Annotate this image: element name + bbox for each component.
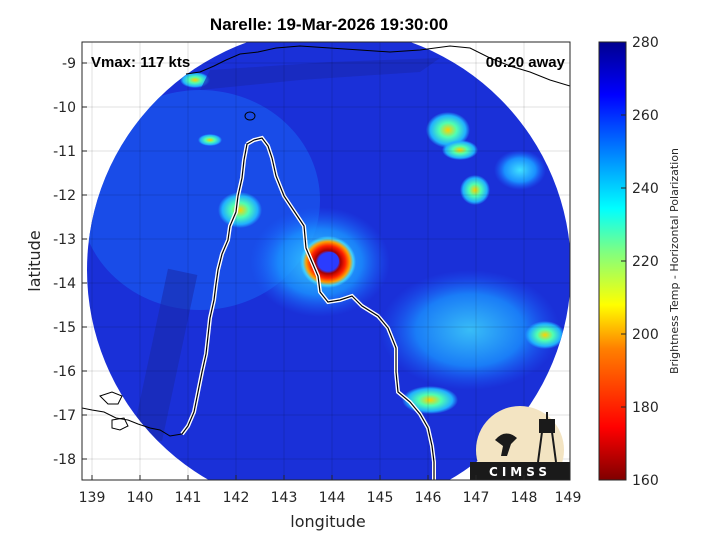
x-tick-labels: 139 140 141 142 143 144 145 146 147 148 … [79,490,582,506]
coastline-gulf-island [99,391,123,405]
coastline-gulf-sw [82,407,183,437]
logo-dish-icon [495,433,517,456]
colorbar: 160 180 200 220 240 260 280 Brightness T… [598,35,681,489]
x-tick-label: 147 [463,490,490,506]
cloud-cell-west-1 [218,192,262,228]
y-tick-label: -9 [62,56,76,72]
coastline-gulf-island-2 [111,417,129,431]
x-tick-label: 148 [511,490,538,506]
y-tick-label: -10 [53,100,76,116]
x-tick-label: 139 [79,490,106,506]
y-axis-label: latitude [25,230,44,291]
logo-banner [470,462,570,480]
y-tick-label: -15 [53,320,76,336]
coastline-cape-york-outline [181,137,435,480]
coastline-new-guinea [185,45,570,87]
plot-frame [81,41,571,481]
island-small [244,111,256,121]
logo-text: CIMSS [489,465,551,479]
y-tick-label: -12 [53,188,76,204]
x-tick-label: 145 [367,490,394,506]
colorbar-tick-label: 160 [632,473,659,489]
colorbar-tick-label: 200 [632,327,659,343]
tick-marks [82,62,571,480]
cloud-cell-east-2 [442,140,478,160]
cloud-cell-east-1 [426,112,470,148]
y-tick-label: -16 [53,364,76,380]
y-tick-label: -17 [53,408,76,424]
time-away-label: 00:20 away [486,54,566,71]
colorbar-tick-label: 280 [632,35,659,51]
colorbar-tick-label: 260 [632,108,659,124]
vmax-label: Vmax: 117 kts [91,54,190,71]
cloud-cell-se-2 [525,321,565,349]
cyclone-eye [321,252,339,270]
cloud-cell-nw [180,72,210,88]
colorbar-ticks [621,41,626,481]
colorbar-tick-label: 240 [632,181,659,197]
colorbar-label: Brightness Temp - Horizontal Polarizatio… [668,148,681,374]
x-tick-label: 144 [319,490,346,506]
coastlines [82,45,570,480]
y-tick-label: -11 [53,144,76,160]
y-tick-labels: -9 -10 -11 -12 -13 -14 -15 -16 -17 -18 [53,56,76,468]
figure-title: Narelle: 19-Mar-2026 19:30:00 [210,15,448,34]
y-tick-label: -13 [53,232,76,248]
x-axis-label: longitude [290,512,365,531]
x-tick-label: 141 [175,490,202,506]
cloud-region-south [380,270,560,390]
y-tick-label: -14 [53,276,76,292]
logo-water-tower-icon [537,412,557,463]
cloud-streak-north [200,58,440,90]
cloud-cell-east-4 [460,175,490,205]
colorbar-tick-label: 220 [632,254,659,270]
cloud-cell-west-2 [198,134,222,146]
colorbar-tick-label: 180 [632,400,659,416]
x-tick-label: 143 [271,490,298,506]
x-tick-label: 149 [555,490,582,506]
cloud-cell-east-3 [494,150,546,190]
x-tick-label: 142 [223,490,250,506]
plot-area: CIMSS [82,42,570,480]
y-tick-label: -18 [53,452,76,468]
land-strip-gulf [132,268,198,442]
x-tick-label: 140 [127,490,154,506]
cimss-logo: CIMSS [470,406,570,480]
satellite-swath [87,42,570,480]
x-tick-label: 146 [415,490,442,506]
